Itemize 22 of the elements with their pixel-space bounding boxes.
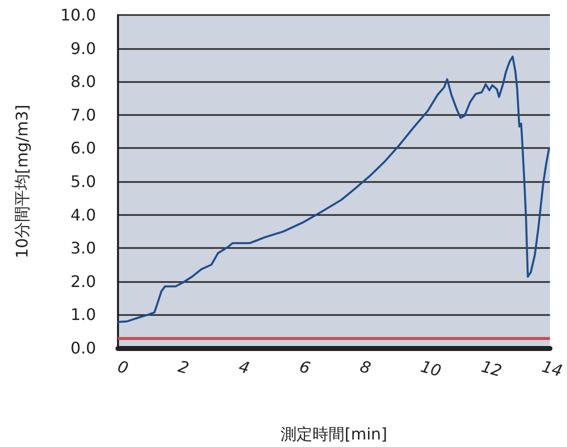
y-tick-label: 0.0 [70,338,96,358]
y-tick-label: 6.0 [70,138,96,158]
x-tick-label: 14 [540,356,564,380]
y-tick-label: 3.0 [70,238,96,258]
x-tick-label: 0 [116,356,130,378]
x-tick-label: 4 [236,356,252,378]
y-axis-title: 10分間平均[mg/m3] [12,104,32,258]
x-tick-label: 2 [176,356,191,378]
x-tick-label: 12 [479,356,504,380]
y-tick-label: 1.0 [70,305,96,324]
line-series [117,56,550,324]
x-tick-label: 10 [418,356,444,380]
y-tick-label: 9.0 [70,38,96,58]
x-axis-title: 測定時間[min] [280,424,388,444]
y-tick-label: 2.0 [70,272,96,291]
x-tick-label: 8 [358,356,373,378]
y-tick-label: 10.0 [60,6,96,24]
y-tick-label: 8.0 [70,72,96,92]
x-tick-label: 6 [297,356,312,378]
y-tick-label: 5.0 [70,172,96,191]
y-tick-label: 4.0 [70,205,96,224]
y-tick-label: 7.0 [70,105,96,124]
